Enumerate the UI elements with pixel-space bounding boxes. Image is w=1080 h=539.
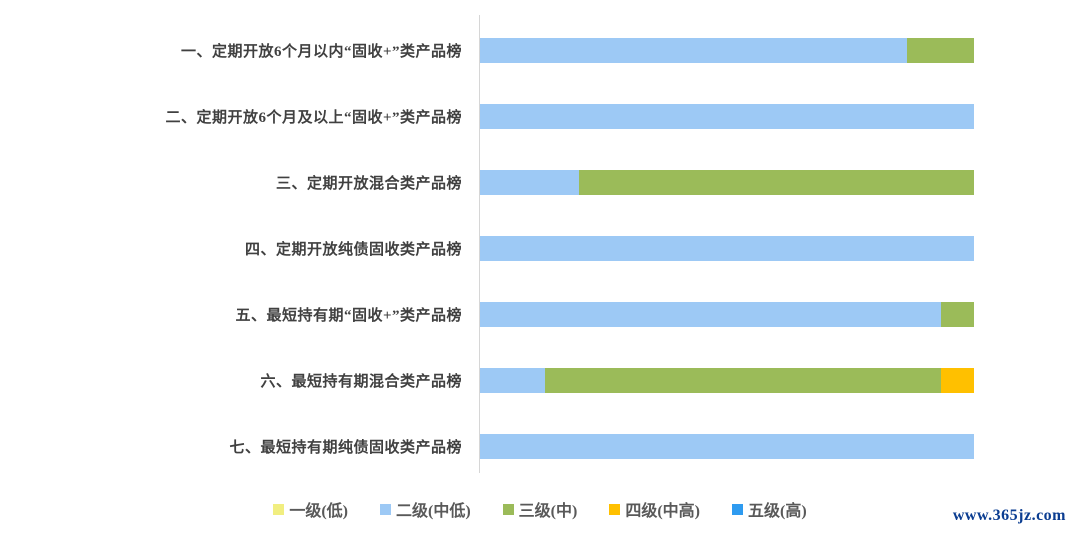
legend-swatch-icon [732,503,743,515]
legend-label: 一级(低) [289,503,348,520]
chart-row: 七、最短持有期纯债固收类产品榜 [0,413,974,479]
bar-track [480,433,974,459]
bar-segment-二级(中低) [480,37,908,63]
bar-segment-二级(中低) [480,433,974,459]
bar-segment-三级(中) [578,169,974,195]
legend-item: 一级(低) [273,497,348,521]
bar-segment-三级(中) [907,37,974,63]
bar-track [480,37,974,63]
y-axis-line [479,15,480,473]
category-label: 一、定期开放6个月以内“固收+”类产品榜 [180,43,462,60]
legend-label: 三级(中) [518,503,578,520]
category-label: 七、最短持有期纯债固收类产品榜 [229,439,462,456]
legend-item: 三级(中) [502,497,578,521]
bar-track [480,103,974,129]
bar-segment-二级(中低) [480,169,579,195]
plot-area: 一、定期开放6个月以内“固收+”类产品榜二、定期开放6个月及以上“固收+”类产品… [0,17,974,479]
bar-segment-三级(中) [940,301,974,327]
category-label: 二、定期开放6个月及以上“固收+”类产品榜 [165,109,462,126]
legend-swatch-icon [609,503,621,515]
legend-swatch-icon [379,503,391,515]
legend-item: 二级(中低) [379,497,471,521]
legend-swatch-icon [502,503,514,515]
legend-label: 二级(中低) [395,503,471,520]
bar-segment-二级(中低) [480,367,545,393]
legend-label: 四级(中高) [625,503,700,520]
category-label: 五、最短持有期“固收+”类产品榜 [235,307,462,324]
category-label: 四、定期开放纯债固收类产品榜 [244,241,462,258]
bar-segment-二级(中低) [480,235,974,261]
bar-track [480,367,974,393]
legend-item: 四级(中高) [609,497,700,521]
category-label: 六、最短持有期混合类产品榜 [260,373,462,390]
legend: 一级(低) 二级(中低) 三级(中) 四级(中高) 五级(高) [0,497,1080,521]
bar-segment-四级(中高) [940,367,974,393]
bar-track [480,235,974,261]
bar-segment-二级(中低) [480,301,941,327]
bar-track [480,301,974,327]
watermark: www.365jz.com [952,507,1066,524]
legend-item: 五级(高) [732,497,807,521]
bar-segment-二级(中低) [480,103,974,129]
chart-row: 四、定期开放纯债固收类产品榜 [0,215,974,281]
legend-label: 五级(高) [748,503,807,520]
bar-segment-三级(中) [544,367,941,393]
bar-track [480,169,974,195]
chart-row: 六、最短持有期混合类产品榜 [0,347,974,413]
chart-row: 五、最短持有期“固收+”类产品榜 [0,281,974,347]
chart-row: 三、定期开放混合类产品榜 [0,149,974,215]
category-label: 三、定期开放混合类产品榜 [275,175,462,192]
chart-row: 二、定期开放6个月及以上“固收+”类产品榜 [0,83,974,149]
chart-row: 一、定期开放6个月以内“固收+”类产品榜 [0,17,974,83]
legend-swatch-icon [273,503,285,515]
